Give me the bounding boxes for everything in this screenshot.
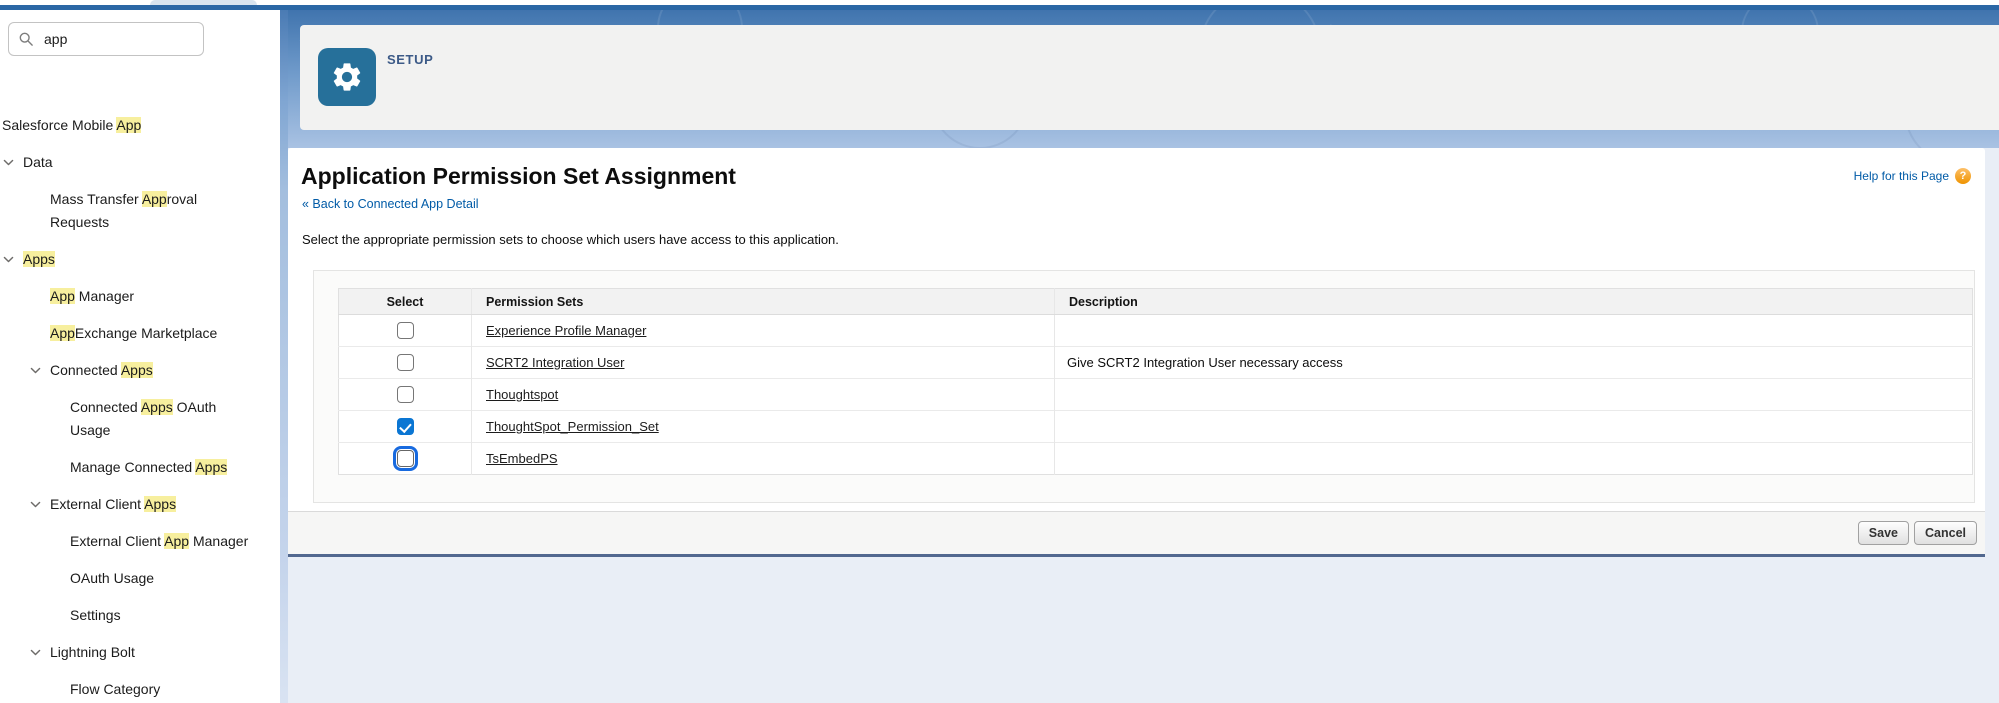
setup-banner: SETUP xyxy=(280,10,1999,148)
row-description: Give SCRT2 Integration User necessary ac… xyxy=(1054,346,1973,379)
setup-label: SETUP xyxy=(387,52,434,67)
sidebar-item-label: Flow Category xyxy=(70,681,161,697)
setup-sidebar: Salesforce Mobile App Data Mass Transfer A… xyxy=(0,10,280,703)
chevron-down-icon xyxy=(29,646,42,659)
permission-sets-table-body: Experience Profile Manager SCRT2 Integrat… xyxy=(338,314,1973,475)
sidebar-item-lightning-bolt[interactable]: Lightning Bolt xyxy=(0,641,280,664)
permission-set-link[interactable]: Thoughtspot xyxy=(486,387,559,402)
column-header-select: Select xyxy=(338,288,472,315)
sidebar-item-salesforce-mobile-app[interactable]: Salesforce Mobile App xyxy=(0,114,280,137)
banner-left-strip xyxy=(280,10,288,703)
row-description xyxy=(1054,378,1973,411)
permission-sets-table: Select Permission Sets Description Exper… xyxy=(338,288,1973,475)
sidebar-item-label: Salesforce Mobile App xyxy=(2,117,142,133)
search-icon xyxy=(19,32,33,46)
content-card: Application Permission Set Assignment He… xyxy=(288,148,1985,557)
row-description xyxy=(1054,314,1973,347)
row-checkbox[interactable] xyxy=(396,386,414,403)
permission-set-link[interactable]: TsEmbedPS xyxy=(486,451,558,466)
sidebar-item-label: External Client Apps xyxy=(50,496,177,512)
column-header-permission-sets: Permission Sets xyxy=(471,288,1055,315)
chevron-down-icon xyxy=(29,498,42,511)
gear-icon xyxy=(330,60,364,94)
row-checkbox[interactable] xyxy=(396,418,414,435)
table-row: Thoughtspot xyxy=(338,378,1973,411)
chevron-down-icon xyxy=(2,156,15,169)
sidebar-item-external-client-app-manager[interactable]: External Client App Manager xyxy=(0,530,280,553)
permission-sets-panel: Select Permission Sets Description Exper… xyxy=(313,270,1975,503)
sidebar-item-connected-apps-oauth-usage[interactable]: Connected Apps OAuth Usage xyxy=(0,396,280,442)
permission-set-link[interactable]: ThoughtSpot_Permission_Set xyxy=(486,419,659,434)
sidebar-item-label: AppExchange Marketplace xyxy=(50,325,218,341)
sidebar-item-label: OAuth Usage xyxy=(70,570,155,586)
button-bar: Save Cancel xyxy=(288,511,1985,554)
chevron-down-icon xyxy=(29,364,42,377)
column-header-description: Description xyxy=(1054,288,1973,315)
help-link[interactable]: Help for this Page xyxy=(1853,169,1949,183)
sidebar-item-label: Apps xyxy=(23,251,55,267)
quick-find-input[interactable] xyxy=(42,30,193,48)
quick-find-box[interactable] xyxy=(8,22,204,56)
sidebar-item-app-manager[interactable]: App Manager xyxy=(0,285,280,308)
sidebar-item-data[interactable]: Data xyxy=(0,151,280,174)
row-description xyxy=(1054,442,1973,475)
permission-set-link[interactable]: Experience Profile Manager xyxy=(486,323,647,338)
sidebar-item-label: Connected Apps xyxy=(50,362,153,378)
top-tab-remnant xyxy=(150,0,257,6)
sidebar-item-settings[interactable]: Settings xyxy=(0,604,280,627)
top-border-line xyxy=(0,5,1999,10)
back-link[interactable]: « Back to Connected App Detail xyxy=(302,197,479,211)
sidebar-item-apps[interactable]: Apps xyxy=(0,248,280,271)
row-checkbox[interactable] xyxy=(396,322,414,339)
table-row: Experience Profile Manager xyxy=(338,314,1973,347)
help-icon[interactable]: ? xyxy=(1955,168,1971,184)
save-button[interactable]: Save xyxy=(1857,521,1909,545)
sidebar-item-connected-apps[interactable]: Connected Apps xyxy=(0,359,280,382)
sidebar-item-flow-category[interactable]: Flow Category xyxy=(0,678,280,701)
table-row: SCRT2 Integration User Give SCRT2 Integra… xyxy=(338,346,1973,379)
sidebar-item-label: Data xyxy=(23,154,53,170)
chevron-down-icon xyxy=(2,253,15,266)
table-row: ThoughtSpot_Permission_Set xyxy=(338,410,1973,443)
cancel-button[interactable]: Cancel xyxy=(1914,521,1977,545)
page-title: Application Permission Set Assignment xyxy=(301,163,736,189)
page-description: Select the appropriate permission sets t… xyxy=(302,232,839,247)
sidebar-item-label: App Manager xyxy=(50,288,135,304)
sidebar-item-label: Lightning Bolt xyxy=(50,644,135,660)
sidebar-item-label: Manage Connected Apps xyxy=(70,459,228,475)
sidebar-item-manage-connected-apps[interactable]: Manage Connected Apps xyxy=(0,456,280,479)
setup-nav-tree: Salesforce Mobile App Data Mass Transfer A… xyxy=(0,114,280,703)
sidebar-item-appexchange-marketplace[interactable]: AppExchange Marketplace xyxy=(0,322,280,345)
help-row: Help for this Page ? xyxy=(1854,168,1971,184)
sidebar-item-label: Settings xyxy=(70,607,121,623)
table-header-row: Select Permission Sets Description xyxy=(338,288,1973,315)
sidebar-item-oauth-usage[interactable]: OAuth Usage xyxy=(0,567,280,590)
sidebar-item-label: Connected Apps OAuth Usage xyxy=(70,399,217,438)
setup-header-card: SETUP xyxy=(300,25,1999,130)
row-checkbox[interactable] xyxy=(396,354,414,371)
row-checkbox[interactable] xyxy=(396,450,414,467)
permission-set-link[interactable]: SCRT2 Integration User xyxy=(486,355,625,370)
setup-main-region: SETUP Application Permission Set Assignm… xyxy=(280,10,1999,703)
row-description xyxy=(1054,410,1973,443)
sidebar-item-label: Mass Transfer Approval Requests xyxy=(50,191,198,230)
sidebar-item-external-client-apps[interactable]: External Client Apps xyxy=(0,493,280,516)
setup-tile xyxy=(318,48,376,106)
sidebar-item-label: External Client App Manager xyxy=(70,533,249,549)
table-row: TsEmbedPS xyxy=(338,442,1973,475)
sidebar-item-mass-transfer-approval-requests[interactable]: Mass Transfer Approval Requests xyxy=(0,188,280,234)
